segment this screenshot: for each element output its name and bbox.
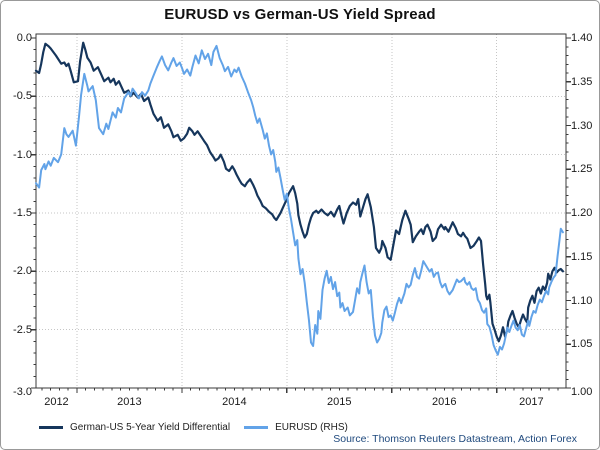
y-right-tick-label: 1.15: [571, 250, 593, 263]
y-right-tick-label: 1.05: [571, 338, 593, 351]
y-left-tick-label: -1.5: [13, 207, 32, 219]
chart-title: EURUSD vs German-US Yield Spread: [164, 6, 436, 23]
y-right-tick-label: 1.25: [571, 163, 593, 176]
y-left-tick-label: -0.5: [13, 90, 32, 103]
x-tick-label: 2016: [432, 396, 457, 408]
legend-swatch-eurusd: [244, 425, 269, 429]
y-right-tick-label: 1.20: [571, 207, 593, 219]
legend: German-US 5-Year Yield Differential EURU…: [39, 420, 362, 434]
x-tick-label: 2017: [519, 396, 544, 408]
y-right-tick-label: 1.35: [571, 75, 593, 88]
x-tick-label: 2014: [222, 396, 247, 408]
y-left-tick-label: -3.0: [13, 386, 32, 398]
x-tick-label: 2013: [117, 396, 142, 408]
y-left-tick-label: -2.0: [13, 265, 32, 278]
y-left-tick-label: 0.0: [16, 32, 32, 44]
eurusd-line: [35, 44, 564, 356]
y-right-tick-label: 1.30: [571, 119, 593, 132]
x-tick-label: 2015: [327, 396, 352, 408]
plot-frame: [35, 33, 567, 389]
legend-label-differential: German-US 5-Year Yield Differential: [70, 421, 231, 433]
y-right-tick-label: 1.40: [571, 32, 593, 44]
legend-swatch-differential: [39, 425, 63, 429]
y-right-tick-label: 1.10: [571, 294, 593, 307]
y-left-tick-label: -2.5: [13, 323, 32, 336]
y-left-tick-label: -1.0: [13, 148, 32, 161]
legend-label-eurusd: EURUSD (RHS): [275, 421, 348, 433]
x-tick-label: 2012: [44, 396, 69, 408]
y-right-tick-label: 1.00: [571, 386, 593, 398]
differential-line: [34, 41, 564, 343]
source-credit: Source: Thomson Reuters Datastream, Acti…: [333, 433, 577, 445]
